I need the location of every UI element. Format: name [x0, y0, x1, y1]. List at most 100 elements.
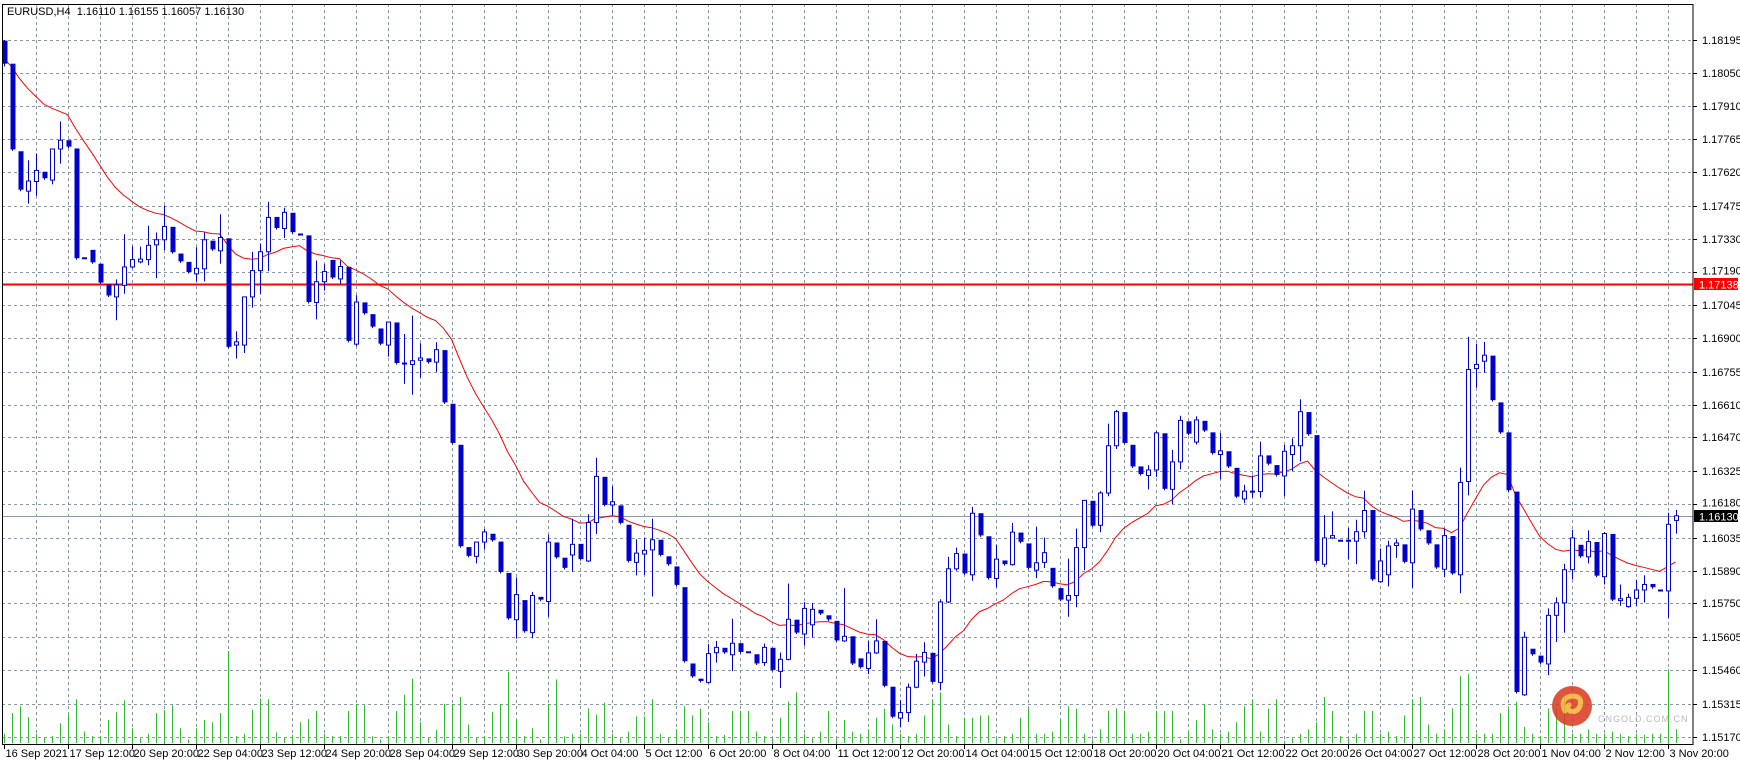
candle [1530, 648, 1536, 656]
price-label: 1.15890 [1702, 566, 1740, 578]
candle [1178, 415, 1183, 470]
candle-body-bullish [410, 360, 415, 365]
candle [658, 539, 664, 557]
candle [1314, 435, 1320, 563]
candle-body-bullish [1098, 492, 1103, 526]
candle-body-bullish [194, 267, 199, 275]
candle-body-bearish [1506, 432, 1512, 491]
candle-body-bullish [874, 640, 879, 654]
candle-body-bullish [50, 148, 55, 181]
candle-body-bearish [1538, 655, 1544, 663]
candle [1066, 558, 1071, 617]
candle [482, 528, 487, 550]
price-label: 1.18195 [1702, 35, 1740, 47]
candle-body-bearish [818, 609, 824, 614]
time-label: 22 Oct 20:00 [1286, 748, 1349, 760]
candle-body-bearish [498, 541, 504, 572]
candle-body-bullish [474, 541, 479, 557]
candle [98, 263, 104, 285]
candle-body-bullish [34, 169, 39, 182]
candle-body-bullish [1082, 499, 1087, 549]
candle [786, 583, 791, 661]
candle-body-bearish [506, 572, 512, 619]
price-axis[interactable]: 1.18195 1.18050 1.17910 1.17765 1.17620 1.174… [1693, 35, 1740, 744]
candle-body-bullish [1674, 515, 1679, 521]
candle [1106, 423, 1111, 497]
candle [218, 214, 223, 264]
candle [1010, 522, 1015, 566]
candle-body-bullish [906, 686, 911, 714]
candle [1674, 510, 1679, 534]
candle [1122, 412, 1128, 445]
candle-body-bearish [1002, 560, 1008, 565]
price-label: 1.17910 [1702, 101, 1740, 113]
candle [162, 205, 167, 250]
time-label: 15 Oct 12:00 [1030, 748, 1093, 760]
candle-body-bullish [802, 607, 807, 635]
candle [1354, 519, 1359, 565]
candle [970, 506, 975, 581]
candle-body-bullish [1298, 411, 1303, 447]
price-label: 1.16325 [1702, 466, 1740, 478]
candle [202, 232, 207, 282]
candle [874, 619, 879, 654]
candle [186, 261, 192, 274]
candle-body-bullish [234, 341, 239, 346]
candle-body-bullish [530, 595, 535, 634]
candle-body-bullish [1194, 419, 1199, 443]
candle-body-bearish [1594, 542, 1600, 576]
candle-body-bullish [1482, 354, 1487, 362]
candle-body-bearish [962, 553, 968, 574]
candle [1034, 526, 1039, 579]
candle [1658, 589, 1663, 592]
candle-body-bearish [698, 678, 704, 681]
candle-body-bearish [1426, 530, 1432, 544]
candle-body-bullish [114, 284, 119, 298]
time-label: 28 Oct 20:00 [1478, 748, 1541, 760]
time-label: 21 Oct 12:00 [1222, 748, 1285, 760]
level-price-label: 1.17138 [1699, 280, 1739, 292]
candle [402, 334, 407, 384]
candle-body-bullish [202, 239, 207, 270]
candle-body-bullish [1170, 461, 1175, 490]
candle [802, 601, 807, 646]
candle-body-bullish [938, 601, 943, 683]
candle [866, 640, 871, 675]
time-label: 23 Sep 12:00 [262, 748, 327, 760]
candle [466, 547, 472, 558]
candle-body-bullish [266, 216, 271, 253]
candle-body-bearish [274, 216, 280, 228]
candle [666, 556, 672, 566]
candle [1250, 475, 1255, 498]
candle [106, 284, 112, 297]
candle [1386, 540, 1391, 587]
candle-body-bearish [770, 647, 776, 670]
candle-body-bearish [1210, 432, 1216, 454]
candle [642, 537, 647, 575]
candle [1514, 491, 1520, 694]
candle-body-bearish [1186, 421, 1192, 434]
candle-body-bullish [482, 531, 487, 543]
candle [1090, 500, 1096, 528]
candle-body-bullish [1242, 490, 1247, 500]
candle [138, 246, 143, 264]
candlesticks [2, 40, 1679, 728]
candle-body-bearish [98, 263, 104, 283]
swirl-icon [1560, 693, 1584, 714]
candle [122, 234, 127, 294]
candle-body-bearish [738, 643, 744, 652]
time-label: 29 Sep 12:00 [454, 748, 519, 760]
current-price-box [1694, 510, 1738, 522]
candle-body-bullish [1666, 523, 1671, 592]
watermark-logo-icon [1552, 686, 1592, 726]
candle [338, 260, 343, 284]
candle-body-bullish [122, 266, 127, 286]
candle-body-bearish [1130, 444, 1136, 467]
candle-body-bearish [858, 658, 864, 668]
candle-body-bullish [1466, 368, 1471, 482]
candle [26, 160, 31, 204]
candle-body-bearish [306, 235, 312, 302]
candle-body-bearish [1450, 536, 1456, 574]
